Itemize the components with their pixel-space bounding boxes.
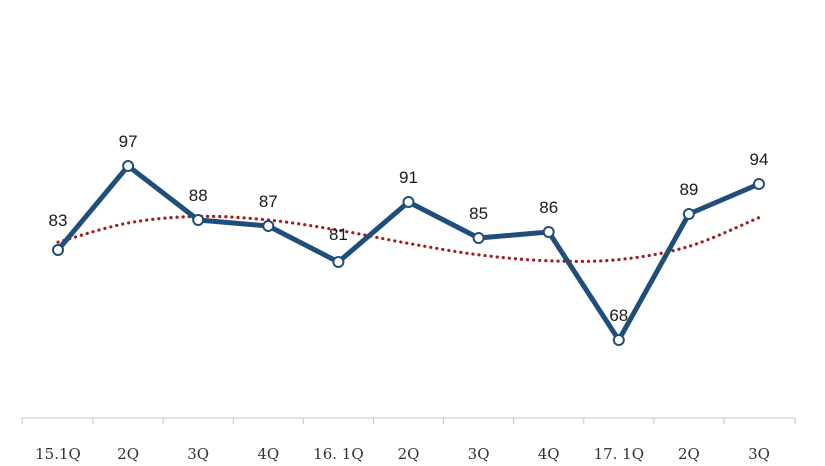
x-tick-label: 2Q (678, 445, 700, 463)
data-point (52, 244, 64, 256)
x-tick-label: 2Q (398, 445, 420, 463)
data-point (332, 256, 345, 268)
data-labels: 83 97 88 87 81 91 85 86 68 89 94 (49, 132, 769, 325)
x-tick-label: 3Q (187, 445, 209, 463)
data-label: 94 (750, 150, 769, 169)
data-label: 68 (609, 306, 628, 325)
data-point (192, 214, 205, 226)
trend-series (56, 214, 761, 264)
x-tick-label: 15.1Q (35, 445, 81, 463)
x-tick-label: 17. 1Q (594, 445, 644, 463)
data-point (682, 208, 695, 220)
main-series (55, 163, 762, 343)
data-label: 97 (119, 132, 138, 151)
data-point (262, 220, 275, 232)
x-tick-label: 3Q (748, 445, 770, 463)
data-point (612, 334, 625, 346)
data-label: 87 (259, 192, 278, 211)
x-tick-label: 16. 1Q (313, 445, 363, 463)
series-markers (52, 160, 765, 346)
x-axis: 15.1Q 2Q 3Q 4Q 16. 1Q 2Q 3Q 4Q 17. 1Q 2Q 3Q (21, 417, 796, 463)
x-tick-label: 4Q (538, 445, 560, 463)
data-label: 86 (539, 198, 558, 217)
data-label: 91 (399, 168, 418, 187)
data-point (472, 232, 485, 244)
data-point (753, 178, 765, 190)
trend-line (56, 214, 761, 264)
x-tick-label: 3Q (468, 445, 490, 463)
data-point (542, 226, 555, 238)
series-line (55, 163, 762, 343)
data-label: 89 (679, 180, 698, 199)
data-point (122, 160, 135, 172)
data-label: 88 (189, 186, 208, 205)
data-label: 81 (329, 225, 348, 244)
x-tick-label: 2Q (117, 445, 139, 463)
data-point (402, 196, 415, 208)
data-label: 83 (49, 211, 68, 230)
data-label: 85 (469, 204, 488, 223)
x-tick-label: 4Q (257, 445, 279, 463)
